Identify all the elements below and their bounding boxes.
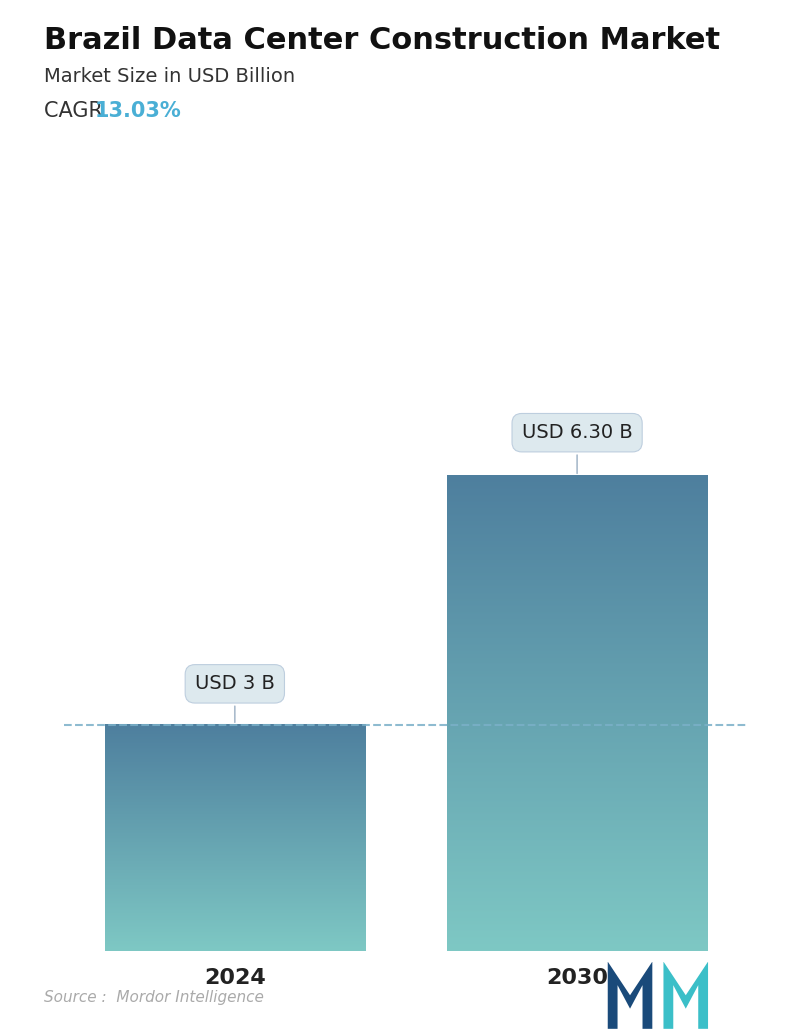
Polygon shape — [664, 962, 708, 1029]
Text: 13.03%: 13.03% — [95, 101, 181, 121]
Text: CAGR: CAGR — [44, 101, 109, 121]
Text: Brazil Data Center Construction Market: Brazil Data Center Construction Market — [44, 26, 720, 55]
Text: Market Size in USD Billion: Market Size in USD Billion — [44, 67, 295, 86]
Polygon shape — [608, 962, 653, 1029]
Text: USD 6.30 B: USD 6.30 B — [521, 423, 633, 474]
Text: USD 3 B: USD 3 B — [195, 674, 275, 722]
Text: Source :  Mordor Intelligence: Source : Mordor Intelligence — [44, 990, 263, 1005]
